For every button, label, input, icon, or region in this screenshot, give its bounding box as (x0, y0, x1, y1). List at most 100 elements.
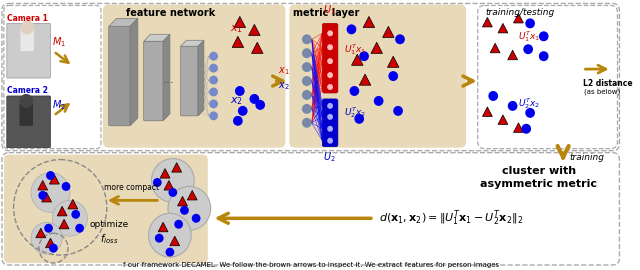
Circle shape (20, 20, 34, 34)
Circle shape (61, 182, 70, 191)
Text: $U_1$: $U_1$ (323, 4, 336, 17)
FancyBboxPatch shape (4, 155, 208, 263)
Circle shape (180, 206, 189, 215)
Text: feature network: feature network (126, 8, 216, 18)
Circle shape (327, 30, 333, 36)
Circle shape (327, 126, 333, 132)
Text: $M_2$: $M_2$ (52, 98, 67, 112)
Text: optimize: optimize (89, 220, 129, 229)
Circle shape (302, 118, 312, 128)
Circle shape (152, 158, 194, 202)
Text: more compact: more compact (104, 183, 159, 193)
Text: $U_2$: $U_2$ (323, 151, 336, 164)
FancyBboxPatch shape (289, 5, 466, 148)
Circle shape (209, 99, 218, 108)
Polygon shape (160, 168, 170, 178)
Circle shape (522, 124, 531, 134)
Text: $f_{loss}$: $f_{loss}$ (100, 232, 118, 246)
Circle shape (209, 111, 218, 120)
Polygon shape (68, 199, 78, 209)
Polygon shape (198, 40, 204, 116)
Polygon shape (172, 163, 182, 172)
Circle shape (327, 72, 333, 78)
Polygon shape (513, 14, 524, 23)
Polygon shape (359, 74, 371, 85)
Polygon shape (158, 222, 168, 232)
Polygon shape (59, 219, 69, 229)
Polygon shape (498, 23, 508, 33)
Text: Camera 1: Camera 1 (7, 14, 47, 23)
Polygon shape (490, 43, 500, 53)
Circle shape (192, 214, 200, 223)
Circle shape (302, 48, 312, 58)
Polygon shape (252, 42, 263, 53)
FancyBboxPatch shape (109, 26, 130, 126)
Text: $U_2^T x_2$: $U_2^T x_2$ (518, 96, 541, 112)
Circle shape (31, 173, 70, 212)
FancyBboxPatch shape (103, 5, 285, 148)
FancyBboxPatch shape (20, 29, 34, 51)
Circle shape (525, 18, 535, 28)
Circle shape (327, 44, 333, 50)
Polygon shape (232, 36, 244, 48)
Polygon shape (130, 18, 138, 126)
Text: training/testing: training/testing (486, 8, 555, 18)
Circle shape (393, 106, 403, 116)
Polygon shape (234, 16, 246, 28)
Polygon shape (177, 196, 188, 206)
Polygon shape (188, 190, 197, 200)
Circle shape (238, 106, 248, 116)
Polygon shape (513, 123, 524, 132)
Circle shape (488, 91, 498, 101)
Text: $d(\mathbf{x}_1, \mathbf{x}_2) = \|U_1^T\mathbf{x}_1 - U_2^T\mathbf{x}_2\|_2$: $d(\mathbf{x}_1, \mathbf{x}_2) = \|U_1^T… (379, 208, 523, 228)
Circle shape (235, 86, 244, 96)
Circle shape (327, 84, 333, 90)
Text: asymmetric metric: asymmetric metric (481, 178, 597, 188)
Polygon shape (57, 206, 67, 216)
Circle shape (174, 220, 183, 229)
FancyBboxPatch shape (7, 23, 51, 78)
Circle shape (250, 94, 259, 104)
Circle shape (525, 108, 535, 118)
Circle shape (168, 188, 177, 197)
Text: $U_1^Tx_1$: $U_1^Tx_1$ (344, 42, 366, 57)
Polygon shape (483, 107, 492, 116)
FancyBboxPatch shape (7, 96, 51, 148)
Polygon shape (508, 50, 518, 60)
Polygon shape (387, 56, 399, 67)
Polygon shape (164, 180, 174, 190)
Circle shape (508, 101, 518, 111)
Polygon shape (163, 34, 170, 121)
Circle shape (233, 116, 243, 126)
Circle shape (327, 103, 333, 109)
Polygon shape (498, 115, 508, 124)
Circle shape (166, 248, 174, 256)
Circle shape (302, 104, 312, 114)
Circle shape (539, 31, 548, 41)
Polygon shape (180, 40, 204, 46)
Polygon shape (483, 17, 492, 27)
Circle shape (49, 244, 58, 253)
Circle shape (153, 178, 162, 187)
Circle shape (327, 114, 333, 120)
Circle shape (209, 87, 218, 96)
FancyBboxPatch shape (323, 23, 338, 93)
Circle shape (524, 44, 533, 54)
Text: $M_1$: $M_1$ (52, 35, 67, 49)
Text: training: training (569, 153, 604, 162)
Circle shape (76, 224, 84, 233)
Text: $x_1$: $x_1$ (230, 23, 243, 35)
Circle shape (539, 51, 548, 61)
Text: ...: ... (163, 73, 175, 86)
Text: metric layer: metric layer (293, 8, 360, 18)
Circle shape (349, 86, 359, 96)
Circle shape (388, 71, 398, 81)
Polygon shape (371, 42, 383, 53)
Circle shape (347, 24, 356, 34)
Polygon shape (248, 24, 260, 35)
Polygon shape (36, 228, 45, 238)
Polygon shape (42, 193, 52, 202)
Circle shape (374, 96, 383, 106)
Circle shape (327, 138, 333, 144)
Circle shape (255, 100, 265, 110)
